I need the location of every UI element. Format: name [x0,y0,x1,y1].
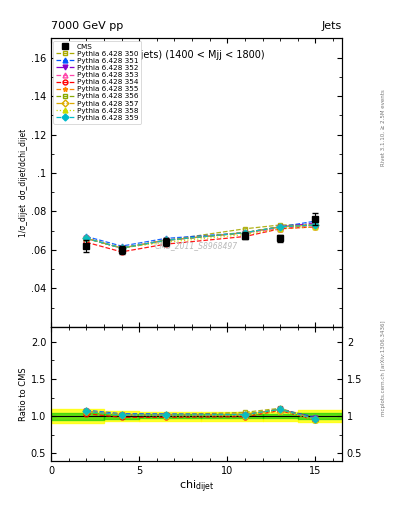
Pythia 6.428 354 [84,239,89,245]
Pythia 6.428 351 [163,236,168,242]
Line: Pythia 6.428 350: Pythia 6.428 350 [84,223,318,250]
Pythia 6.428 356 [119,245,124,251]
Pythia 6.428 354 [119,249,124,255]
Pythia 6.428 358 [313,224,318,230]
Text: 7000 GeV pp: 7000 GeV pp [51,20,123,31]
Text: Rivet 3.1.10, ≥ 2.5M events: Rivet 3.1.10, ≥ 2.5M events [381,90,386,166]
Pythia 6.428 355 [313,222,318,228]
Pythia 6.428 352 [242,229,247,236]
Pythia 6.428 357 [163,237,168,243]
Pythia 6.428 353 [278,226,283,232]
Pythia 6.428 350 [278,222,283,228]
Pythia 6.428 357 [242,229,247,236]
Pythia 6.428 352 [313,220,318,226]
Line: Pythia 6.428 354: Pythia 6.428 354 [84,224,318,254]
Pythia 6.428 357 [84,236,89,242]
Pythia 6.428 358 [84,236,89,242]
Pythia 6.428 356 [313,222,318,228]
Pythia 6.428 353 [119,245,124,251]
Pythia 6.428 355 [242,229,247,236]
Y-axis label: Ratio to CMS: Ratio to CMS [19,367,28,421]
Pythia 6.428 359 [242,229,247,236]
Line: Pythia 6.428 357: Pythia 6.428 357 [84,223,318,250]
Pythia 6.428 350 [163,237,168,243]
Pythia 6.428 355 [278,224,283,230]
Line: Pythia 6.428 359: Pythia 6.428 359 [84,223,318,250]
X-axis label: chi$_{\mathregular{dijet}}$: chi$_{\mathregular{dijet}}$ [179,478,214,495]
Pythia 6.428 351 [119,243,124,249]
Pythia 6.428 357 [313,222,318,228]
Pythia 6.428 354 [242,233,247,240]
Pythia 6.428 350 [242,226,247,232]
Pythia 6.428 355 [119,245,124,251]
Pythia 6.428 353 [242,229,247,236]
Text: χ (jets) (1400 < Mjj < 1800): χ (jets) (1400 < Mjj < 1800) [128,50,265,60]
Pythia 6.428 359 [119,245,124,251]
Line: Pythia 6.428 358: Pythia 6.428 358 [84,224,318,250]
Pythia 6.428 352 [84,236,89,242]
Pythia 6.428 353 [313,222,318,228]
Text: mcplots.cern.ch [arXiv:1306.3436]: mcplots.cern.ch [arXiv:1306.3436] [381,321,386,416]
Line: Pythia 6.428 353: Pythia 6.428 353 [84,223,318,250]
Pythia 6.428 350 [119,245,124,251]
Pythia 6.428 358 [242,231,247,238]
Pythia 6.428 354 [313,224,318,230]
Pythia 6.428 354 [278,226,283,232]
Pythia 6.428 356 [84,236,89,242]
Pythia 6.428 353 [163,237,168,243]
Pythia 6.428 350 [84,236,89,242]
Pythia 6.428 351 [278,224,283,230]
Pythia 6.428 358 [163,239,168,245]
Pythia 6.428 356 [278,224,283,230]
Pythia 6.428 353 [84,236,89,242]
Pythia 6.428 351 [242,229,247,236]
Pythia 6.428 350 [313,222,318,228]
Pythia 6.428 355 [84,236,89,242]
Pythia 6.428 359 [278,224,283,230]
Pythia 6.428 357 [278,224,283,230]
Line: Pythia 6.428 352: Pythia 6.428 352 [84,221,318,250]
Pythia 6.428 351 [313,218,318,224]
Line: Pythia 6.428 351: Pythia 6.428 351 [84,219,318,248]
Text: CMS_2011_S8968497: CMS_2011_S8968497 [155,242,238,250]
Pythia 6.428 352 [119,245,124,251]
Pythia 6.428 359 [84,236,89,242]
Pythia 6.428 359 [313,222,318,228]
Pythia 6.428 356 [242,229,247,236]
Pythia 6.428 358 [278,226,283,232]
Pythia 6.428 359 [163,237,168,243]
Text: Jets: Jets [321,20,342,31]
Legend: CMS, Pythia 6.428 350, Pythia 6.428 351, Pythia 6.428 352, Pythia 6.428 353, Pyt: CMS, Pythia 6.428 350, Pythia 6.428 351,… [53,40,141,124]
Line: Pythia 6.428 355: Pythia 6.428 355 [84,223,318,250]
Pythia 6.428 354 [163,241,168,247]
Pythia 6.428 351 [84,233,89,240]
Pythia 6.428 352 [278,224,283,230]
Y-axis label: 1/σ_dijet  dσ_dijet/dchi_dijet: 1/σ_dijet dσ_dijet/dchi_dijet [19,129,28,237]
Pythia 6.428 358 [119,245,124,251]
Pythia 6.428 357 [119,245,124,251]
Pythia 6.428 356 [163,237,168,243]
Pythia 6.428 352 [163,237,168,243]
Line: Pythia 6.428 356: Pythia 6.428 356 [84,223,318,250]
Pythia 6.428 355 [163,237,168,243]
